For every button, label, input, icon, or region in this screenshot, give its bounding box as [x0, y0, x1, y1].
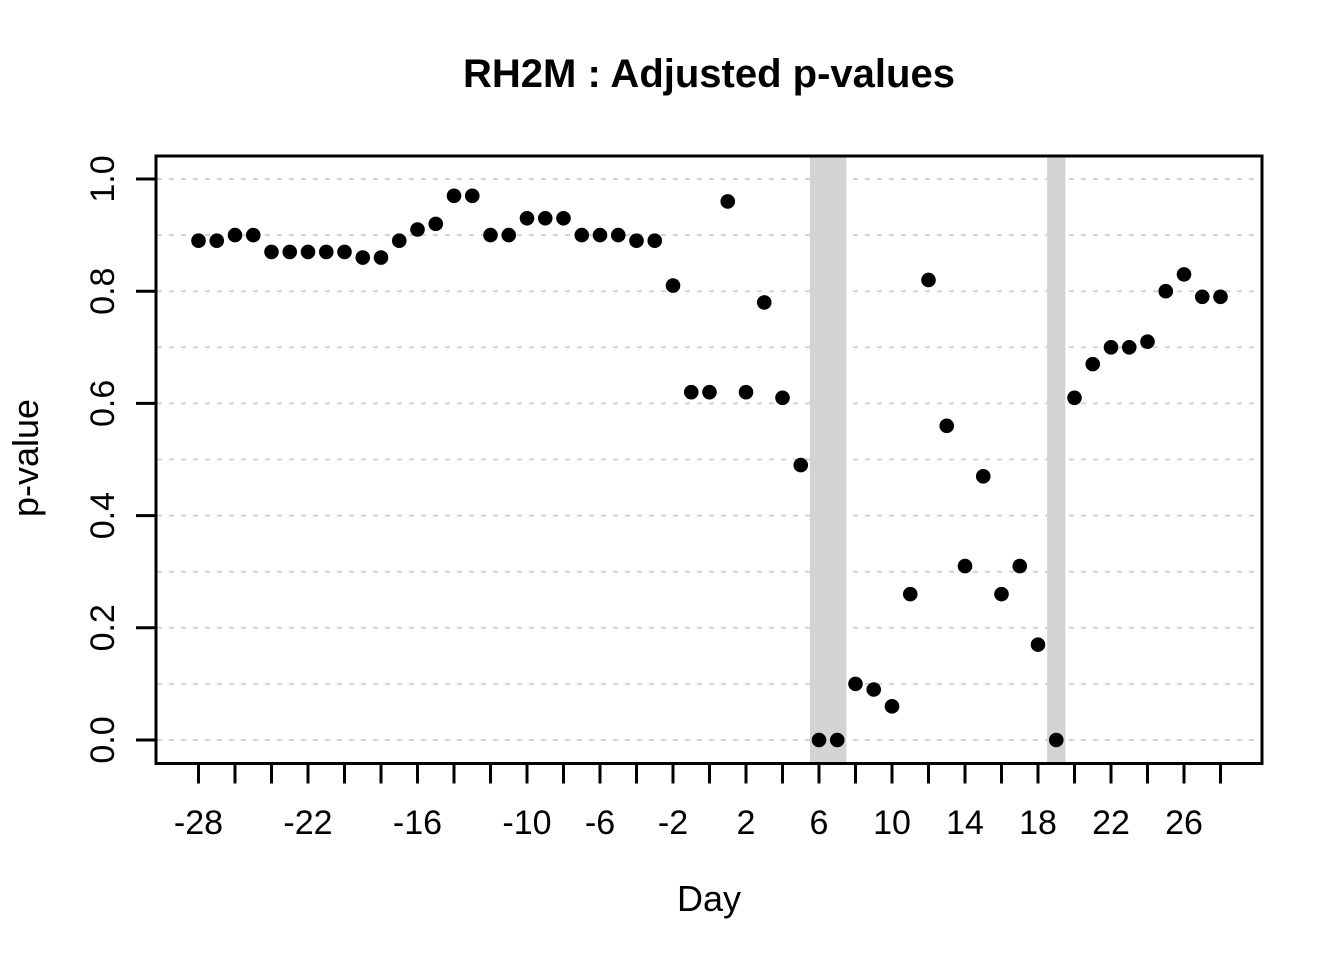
data-point [337, 244, 352, 260]
data-point [410, 222, 425, 237]
x-tick-label: 2 [737, 804, 756, 842]
data-point [1085, 356, 1101, 372]
y-tick-label: 0.8 [84, 268, 122, 315]
data-point [829, 732, 845, 748]
data-point [994, 586, 1009, 602]
data-point [775, 390, 790, 406]
data-point [592, 227, 608, 243]
x-tick-label: 22 [1092, 804, 1130, 842]
data-point [227, 227, 243, 243]
data-point [209, 233, 225, 249]
data-point [921, 272, 936, 288]
data-point [738, 384, 754, 400]
data-point [1103, 340, 1119, 355]
data-point [683, 384, 699, 400]
data-point [391, 233, 407, 249]
data-point [793, 457, 809, 473]
x-tick-label: -22 [283, 804, 332, 842]
data-point [720, 194, 736, 209]
x-axis-label: Day [676, 878, 742, 919]
y-tick-label: 0.6 [84, 380, 122, 427]
data-point [1048, 732, 1064, 748]
data-point [245, 227, 261, 243]
x-tick-label: 6 [810, 804, 829, 842]
chart-title: RH2M : Adjusted p-values [463, 52, 955, 96]
data-point [1194, 289, 1210, 305]
data-point [811, 732, 827, 748]
data-point [1067, 390, 1082, 406]
data-point [647, 233, 663, 249]
data-point [1030, 637, 1046, 652]
data-point [1012, 558, 1028, 574]
data-point [428, 216, 444, 232]
data-point [866, 682, 882, 697]
data-point [446, 188, 462, 204]
x-tick-label: 10 [873, 804, 911, 842]
x-tick-label: -28 [174, 804, 223, 842]
data-point [1140, 334, 1155, 349]
data-point [610, 227, 626, 243]
data-point [483, 227, 498, 243]
data-point [282, 244, 298, 260]
data-point [464, 188, 480, 204]
x-tick-label: -16 [393, 804, 442, 842]
shaded-region [809, 157, 847, 762]
data-point [939, 418, 955, 434]
data-point [848, 676, 863, 692]
data-point [975, 469, 991, 484]
data-point [501, 227, 517, 243]
y-tick-label: 0.0 [84, 716, 122, 763]
x-tick-label: 26 [1165, 804, 1203, 842]
data-point [756, 295, 772, 310]
y-tick-label: 1.0 [84, 155, 122, 202]
data-point [373, 250, 389, 265]
data-point [556, 210, 571, 226]
data-point [1121, 340, 1137, 355]
data-point [1176, 267, 1192, 282]
y-axis-label: p-value [5, 398, 46, 518]
data-point [665, 278, 681, 293]
x-tick-label: -10 [502, 804, 551, 842]
data-point [702, 384, 717, 400]
data-point [884, 699, 900, 714]
data-point [355, 250, 371, 265]
data-point [629, 233, 644, 249]
data-point [519, 210, 535, 226]
data-point [1213, 289, 1228, 305]
y-tick-label: 0.4 [84, 492, 122, 539]
y-tick-label: 0.2 [84, 604, 122, 651]
x-tick-label: -6 [585, 804, 615, 842]
data-point [264, 244, 279, 260]
data-point [191, 233, 206, 249]
data-point [957, 558, 973, 574]
shaded-region [1047, 157, 1066, 762]
x-tick-label: 18 [1019, 804, 1057, 842]
data-point [318, 244, 334, 260]
data-point [902, 586, 918, 602]
data-point [300, 244, 316, 260]
x-tick-label: -2 [658, 804, 688, 842]
data-point [537, 210, 553, 226]
data-point [1158, 283, 1174, 299]
plot-border [154, 154, 1264, 765]
data-point [574, 227, 590, 243]
x-tick-label: 14 [946, 804, 984, 842]
